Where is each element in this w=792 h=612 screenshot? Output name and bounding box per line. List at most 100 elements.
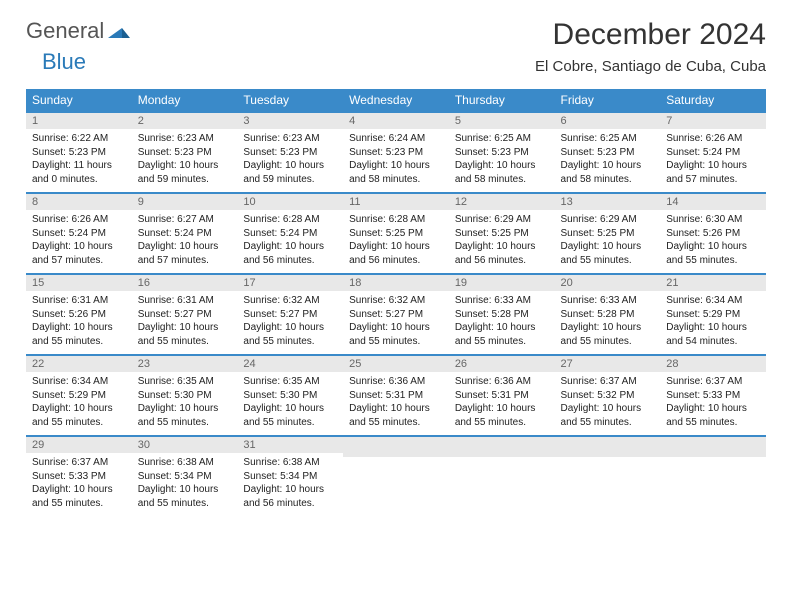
calendar-week-row: 8Sunrise: 6:26 AMSunset: 5:24 PMDaylight… [26,193,766,274]
day-number: 9 [132,194,238,210]
day-body: Sunrise: 6:30 AMSunset: 5:26 PMDaylight:… [660,210,766,273]
day-number-empty [449,437,555,457]
calendar-day-cell: 6Sunrise: 6:25 AMSunset: 5:23 PMDaylight… [555,112,661,193]
calendar-week-row: 22Sunrise: 6:34 AMSunset: 5:29 PMDayligh… [26,355,766,436]
brand-part1: General [26,18,104,44]
day-body: Sunrise: 6:34 AMSunset: 5:29 PMDaylight:… [26,372,132,435]
day-body: Sunrise: 6:29 AMSunset: 5:25 PMDaylight:… [555,210,661,273]
day-body: Sunrise: 6:28 AMSunset: 5:24 PMDaylight:… [237,210,343,273]
day-body: Sunrise: 6:23 AMSunset: 5:23 PMDaylight:… [132,129,238,192]
calendar-day-cell [449,436,555,516]
location-subtitle: El Cobre, Santiago de Cuba, Cuba [535,58,766,75]
day-number: 15 [26,275,132,291]
day-body-empty [449,457,555,514]
calendar-day-cell: 1Sunrise: 6:22 AMSunset: 5:23 PMDaylight… [26,112,132,193]
day-number: 17 [237,275,343,291]
day-number: 20 [555,275,661,291]
weekday-header: Friday [555,89,661,112]
day-body: Sunrise: 6:25 AMSunset: 5:23 PMDaylight:… [449,129,555,192]
day-body: Sunrise: 6:34 AMSunset: 5:29 PMDaylight:… [660,291,766,354]
day-body: Sunrise: 6:27 AMSunset: 5:24 PMDaylight:… [132,210,238,273]
day-number: 12 [449,194,555,210]
day-number: 2 [132,113,238,129]
weekday-header-row: SundayMondayTuesdayWednesdayThursdayFrid… [26,89,766,112]
day-number: 5 [449,113,555,129]
day-body: Sunrise: 6:23 AMSunset: 5:23 PMDaylight:… [237,129,343,192]
calendar-day-cell: 16Sunrise: 6:31 AMSunset: 5:27 PMDayligh… [132,274,238,355]
day-body: Sunrise: 6:36 AMSunset: 5:31 PMDaylight:… [343,372,449,435]
day-number: 10 [237,194,343,210]
month-title: December 2024 [535,18,766,52]
weekday-header: Saturday [660,89,766,112]
calendar-day-cell: 9Sunrise: 6:27 AMSunset: 5:24 PMDaylight… [132,193,238,274]
day-number: 16 [132,275,238,291]
day-body: Sunrise: 6:26 AMSunset: 5:24 PMDaylight:… [26,210,132,273]
day-body: Sunrise: 6:35 AMSunset: 5:30 PMDaylight:… [237,372,343,435]
day-body: Sunrise: 6:28 AMSunset: 5:25 PMDaylight:… [343,210,449,273]
day-number: 27 [555,356,661,372]
day-body: Sunrise: 6:29 AMSunset: 5:25 PMDaylight:… [449,210,555,273]
day-number: 25 [343,356,449,372]
calendar-day-cell [555,436,661,516]
day-body: Sunrise: 6:24 AMSunset: 5:23 PMDaylight:… [343,129,449,192]
day-body: Sunrise: 6:32 AMSunset: 5:27 PMDaylight:… [343,291,449,354]
weekday-header: Sunday [26,89,132,112]
calendar-table: SundayMondayTuesdayWednesdayThursdayFrid… [26,89,766,516]
day-body: Sunrise: 6:38 AMSunset: 5:34 PMDaylight:… [132,453,238,516]
calendar-day-cell: 17Sunrise: 6:32 AMSunset: 5:27 PMDayligh… [237,274,343,355]
day-number: 26 [449,356,555,372]
calendar-day-cell: 5Sunrise: 6:25 AMSunset: 5:23 PMDaylight… [449,112,555,193]
day-body: Sunrise: 6:25 AMSunset: 5:23 PMDaylight:… [555,129,661,192]
calendar-week-row: 29Sunrise: 6:37 AMSunset: 5:33 PMDayligh… [26,436,766,516]
day-number: 21 [660,275,766,291]
calendar-week-row: 1Sunrise: 6:22 AMSunset: 5:23 PMDaylight… [26,112,766,193]
day-body: Sunrise: 6:31 AMSunset: 5:26 PMDaylight:… [26,291,132,354]
day-number: 6 [555,113,661,129]
day-body: Sunrise: 6:31 AMSunset: 5:27 PMDaylight:… [132,291,238,354]
day-body-empty [555,457,661,514]
day-number: 14 [660,194,766,210]
calendar-day-cell: 13Sunrise: 6:29 AMSunset: 5:25 PMDayligh… [555,193,661,274]
calendar-day-cell: 24Sunrise: 6:35 AMSunset: 5:30 PMDayligh… [237,355,343,436]
day-body: Sunrise: 6:35 AMSunset: 5:30 PMDaylight:… [132,372,238,435]
calendar-day-cell: 26Sunrise: 6:36 AMSunset: 5:31 PMDayligh… [449,355,555,436]
calendar-day-cell [660,436,766,516]
brand-logo: General [26,18,132,44]
logo-mark-icon [108,18,130,44]
day-body: Sunrise: 6:33 AMSunset: 5:28 PMDaylight:… [449,291,555,354]
day-number: 24 [237,356,343,372]
calendar-day-cell: 18Sunrise: 6:32 AMSunset: 5:27 PMDayligh… [343,274,449,355]
calendar-day-cell: 20Sunrise: 6:33 AMSunset: 5:28 PMDayligh… [555,274,661,355]
day-number: 8 [26,194,132,210]
calendar-day-cell: 14Sunrise: 6:30 AMSunset: 5:26 PMDayligh… [660,193,766,274]
day-body-empty [343,457,449,514]
weekday-header: Tuesday [237,89,343,112]
day-number: 22 [26,356,132,372]
calendar-day-cell: 30Sunrise: 6:38 AMSunset: 5:34 PMDayligh… [132,436,238,516]
calendar-day-cell: 15Sunrise: 6:31 AMSunset: 5:26 PMDayligh… [26,274,132,355]
day-number: 28 [660,356,766,372]
calendar-day-cell: 7Sunrise: 6:26 AMSunset: 5:24 PMDaylight… [660,112,766,193]
calendar-day-cell: 27Sunrise: 6:37 AMSunset: 5:32 PMDayligh… [555,355,661,436]
day-body-empty [660,457,766,514]
day-body: Sunrise: 6:32 AMSunset: 5:27 PMDaylight:… [237,291,343,354]
calendar-day-cell: 28Sunrise: 6:37 AMSunset: 5:33 PMDayligh… [660,355,766,436]
day-body: Sunrise: 6:33 AMSunset: 5:28 PMDaylight:… [555,291,661,354]
day-number: 19 [449,275,555,291]
day-number: 13 [555,194,661,210]
calendar-day-cell: 11Sunrise: 6:28 AMSunset: 5:25 PMDayligh… [343,193,449,274]
calendar-day-cell: 10Sunrise: 6:28 AMSunset: 5:24 PMDayligh… [237,193,343,274]
day-body: Sunrise: 6:37 AMSunset: 5:33 PMDaylight:… [26,453,132,516]
weekday-header: Wednesday [343,89,449,112]
day-body: Sunrise: 6:26 AMSunset: 5:24 PMDaylight:… [660,129,766,192]
day-number: 11 [343,194,449,210]
day-number: 1 [26,113,132,129]
calendar-day-cell: 3Sunrise: 6:23 AMSunset: 5:23 PMDaylight… [237,112,343,193]
day-number: 7 [660,113,766,129]
day-number: 18 [343,275,449,291]
day-body: Sunrise: 6:22 AMSunset: 5:23 PMDaylight:… [26,129,132,192]
day-number: 4 [343,113,449,129]
calendar-day-cell: 23Sunrise: 6:35 AMSunset: 5:30 PMDayligh… [132,355,238,436]
calendar-day-cell: 4Sunrise: 6:24 AMSunset: 5:23 PMDaylight… [343,112,449,193]
day-number: 30 [132,437,238,453]
